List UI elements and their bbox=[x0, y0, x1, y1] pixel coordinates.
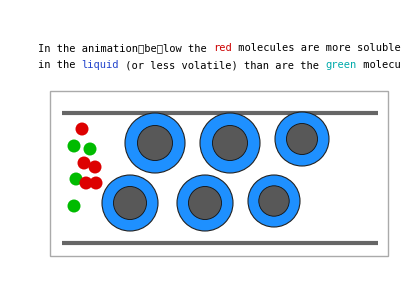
Circle shape bbox=[286, 123, 318, 154]
Text: liquid: liquid bbox=[82, 60, 119, 70]
Circle shape bbox=[67, 139, 81, 153]
Text: in the: in the bbox=[38, 60, 82, 70]
Text: molecules.: molecules. bbox=[357, 60, 401, 70]
Circle shape bbox=[69, 172, 83, 185]
FancyBboxPatch shape bbox=[50, 91, 388, 256]
Circle shape bbox=[177, 175, 233, 231]
Circle shape bbox=[77, 157, 91, 169]
Circle shape bbox=[102, 175, 158, 231]
Circle shape bbox=[248, 175, 300, 227]
Circle shape bbox=[113, 187, 146, 219]
Circle shape bbox=[188, 187, 221, 219]
Text: (or less volatile) than are the: (or less volatile) than are the bbox=[119, 60, 326, 70]
Text: In the animation​be​low the: In the animation​be​low the bbox=[38, 43, 213, 53]
Circle shape bbox=[67, 200, 81, 213]
Circle shape bbox=[259, 186, 289, 216]
Circle shape bbox=[275, 112, 329, 166]
Circle shape bbox=[138, 126, 172, 160]
Circle shape bbox=[213, 126, 247, 160]
Circle shape bbox=[75, 123, 89, 135]
Circle shape bbox=[89, 160, 101, 173]
Text: molecules are more soluble: molecules are more soluble bbox=[232, 43, 401, 53]
Circle shape bbox=[79, 176, 93, 190]
Circle shape bbox=[89, 176, 103, 190]
Text: red: red bbox=[213, 43, 232, 53]
Circle shape bbox=[125, 113, 185, 173]
Circle shape bbox=[83, 142, 97, 156]
Text: green: green bbox=[326, 60, 357, 70]
Circle shape bbox=[200, 113, 260, 173]
